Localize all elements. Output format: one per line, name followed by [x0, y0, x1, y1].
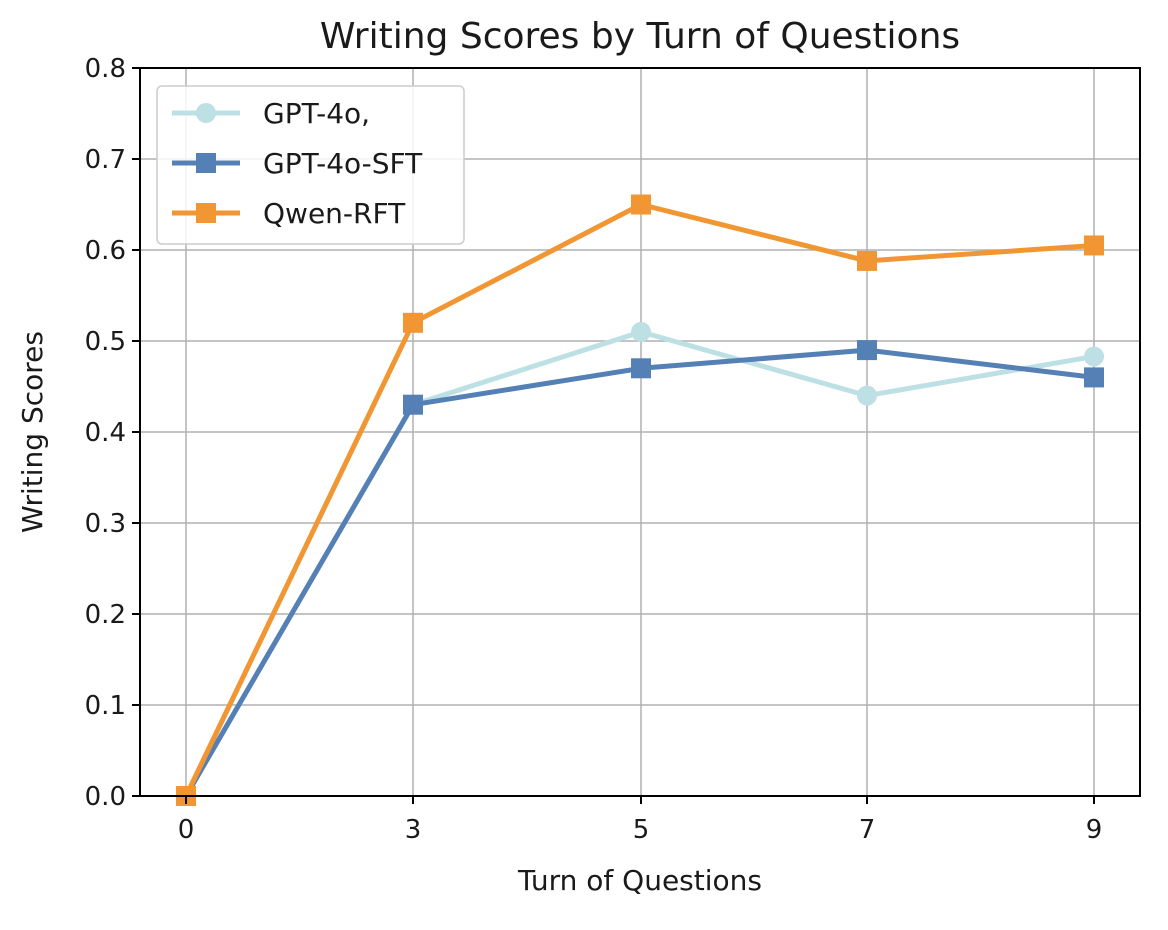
- y-tick-label: 0.7: [85, 145, 126, 175]
- data-point: [631, 194, 651, 215]
- series-line: [183, 347, 1095, 798]
- data-point: [1084, 346, 1104, 367]
- y-tick-label: 0.2: [85, 600, 126, 630]
- legend-item: GPT-4o-SFT: [172, 147, 423, 180]
- x-tick-label: 7: [859, 815, 876, 845]
- data-point: [857, 385, 877, 406]
- legend-marker: [196, 103, 216, 123]
- legend-item: GPT-4o,: [172, 97, 370, 130]
- legend-label: GPT-4o,: [263, 97, 370, 130]
- x-axis-label: Turn of Questions: [517, 864, 762, 897]
- y-tick-label: 0.5: [85, 327, 126, 357]
- data-point: [857, 250, 877, 271]
- x-tick-label: 0: [178, 815, 195, 845]
- series-line: [183, 202, 1095, 798]
- legend-label: GPT-4o-SFT: [263, 147, 423, 180]
- y-tick-label: 0.1: [85, 691, 126, 721]
- x-tick-label: 3: [405, 815, 422, 845]
- data-point: [631, 358, 651, 379]
- data-point: [1084, 367, 1104, 388]
- legend-marker: [196, 153, 216, 173]
- x-tick-label: 5: [633, 815, 650, 845]
- x-tick-label: 9: [1086, 815, 1103, 845]
- data-point: [631, 321, 651, 342]
- legend: GPT-4o, GPT-4o-SFT Qwen-RFT: [156, 85, 465, 245]
- data-point: [1084, 235, 1104, 256]
- series-layer: [176, 194, 1104, 806]
- legend-box: [156, 85, 465, 245]
- y-tick-label: 0.4: [85, 418, 126, 448]
- data-point: [403, 394, 423, 415]
- y-tick-label: 0.3: [85, 509, 126, 539]
- series-3: [176, 194, 1104, 806]
- legend-marker: [196, 203, 216, 223]
- y-axis-label: Writing Scores: [16, 331, 49, 533]
- data-point: [403, 312, 423, 333]
- legend-item: Qwen-RFT: [172, 197, 406, 230]
- data-point: [857, 340, 877, 361]
- series-2: [176, 340, 1104, 806]
- legend-label: Qwen-RFT: [263, 197, 406, 230]
- y-tick-label: 0.0: [85, 782, 126, 812]
- chart-title: Writing Scores by Turn of Questions: [320, 16, 960, 57]
- y-tick-label: 0.8: [85, 54, 126, 84]
- series-1: [176, 321, 1104, 806]
- axis-ticks: 0 3 5 7 9 0.0 0.1 0.2 0.3 0.4 0.5 0.6 0.7 0.8: [85, 54, 1103, 845]
- y-tick-label: 0.6: [85, 236, 126, 266]
